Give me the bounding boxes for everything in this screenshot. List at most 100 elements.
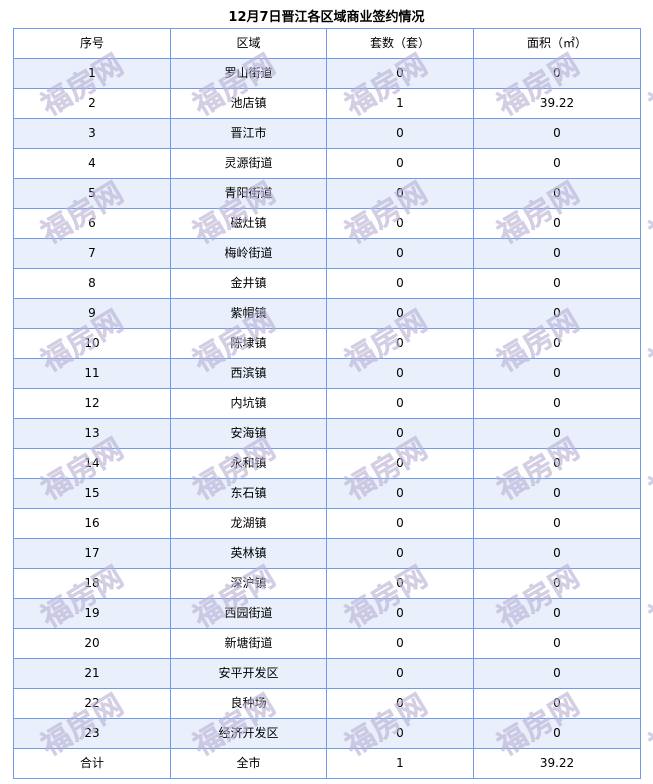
cell-sets: 1 [326, 88, 474, 119]
cell-size: 0 [473, 478, 641, 509]
cell-size: 0 [473, 298, 641, 329]
cell-area: 安平开发区 [170, 658, 327, 689]
cell-size: 0 [473, 538, 641, 569]
table-row: 6 磁灶镇 0 0 [13, 208, 641, 239]
table-row: 1 罗山街道 0 0 [13, 58, 641, 89]
total-cell-size: 39.22 [473, 748, 641, 779]
cell-index: 17 [13, 538, 171, 569]
cell-area: 西园街道 [170, 598, 327, 629]
cell-size: 0 [473, 718, 641, 749]
table-row: 23 经济开发区 0 0 [13, 718, 641, 749]
table-row: 3 晋江市 0 0 [13, 118, 641, 149]
table-row: 13 安海镇 0 0 [13, 418, 641, 449]
cell-index: 23 [13, 718, 171, 749]
cell-size: 0 [473, 208, 641, 239]
cell-size: 0 [473, 688, 641, 719]
cell-index: 4 [13, 148, 171, 179]
cell-index: 8 [13, 268, 171, 299]
cell-sets: 0 [326, 508, 474, 539]
total-cell-area: 全市 [170, 748, 327, 779]
table-row: 16 龙湖镇 0 0 [13, 508, 641, 539]
cell-area: 西滨镇 [170, 358, 327, 389]
cell-size: 0 [473, 268, 641, 299]
cell-sets: 0 [326, 718, 474, 749]
cell-area: 金井镇 [170, 268, 327, 299]
table-body: 1 罗山街道 0 0 2 池店镇 1 39.22 3 晋江市 0 0 4 灵源街道 0 0 5 青阳街道 0 0 6 磁灶… [13, 58, 641, 779]
column-header-index: 序号 [13, 28, 171, 59]
cell-size: 0 [473, 178, 641, 209]
cell-sets: 0 [326, 178, 474, 209]
table-header: 序号 区域 套数（套） 面积（㎡） [13, 28, 641, 59]
cell-sets: 0 [326, 238, 474, 269]
cell-index: 13 [13, 418, 171, 449]
watermark-text: 福房网 [643, 174, 653, 251]
cell-size: 0 [473, 328, 641, 359]
cell-index: 16 [13, 508, 171, 539]
table-row: 5 青阳街道 0 0 [13, 178, 641, 209]
table-row: 11 西滨镇 0 0 [13, 358, 641, 389]
column-header-sets: 套数（套） [326, 28, 474, 59]
cell-index: 20 [13, 628, 171, 659]
table-row: 4 灵源街道 0 0 [13, 148, 641, 179]
table-row: 7 梅岭街道 0 0 [13, 238, 641, 269]
table-total-row: 合计 全市 1 39.22 [13, 748, 641, 779]
watermark-text: 福房网 [643, 302, 653, 379]
cell-size: 0 [473, 238, 641, 269]
cell-size: 0 [473, 448, 641, 479]
cell-size: 0 [473, 58, 641, 89]
cell-index: 9 [13, 298, 171, 329]
cell-sets: 0 [326, 298, 474, 329]
cell-size: 0 [473, 118, 641, 149]
table-row: 15 东石镇 0 0 [13, 478, 641, 509]
cell-sets: 0 [326, 148, 474, 179]
cell-area: 梅岭街道 [170, 238, 327, 269]
watermark-text: 福房网 [643, 430, 653, 507]
cell-sets: 0 [326, 538, 474, 569]
cell-size: 0 [473, 148, 641, 179]
table-row: 17 英林镇 0 0 [13, 538, 641, 569]
cell-sets: 0 [326, 358, 474, 389]
cell-area: 罗山街道 [170, 58, 327, 89]
cell-index: 15 [13, 478, 171, 509]
cell-index: 10 [13, 328, 171, 359]
table-row: 18 深沪镇 0 0 [13, 568, 641, 599]
cell-area: 龙湖镇 [170, 508, 327, 539]
cell-index: 6 [13, 208, 171, 239]
cell-sets: 0 [326, 58, 474, 89]
column-header-area: 区域 [170, 28, 327, 59]
cell-area: 深沪镇 [170, 568, 327, 599]
table-row: 14 永和镇 0 0 [13, 448, 641, 479]
cell-index: 7 [13, 238, 171, 269]
cell-area: 池店镇 [170, 88, 327, 119]
cell-area: 经济开发区 [170, 718, 327, 749]
cell-area: 陈埭镇 [170, 328, 327, 359]
table-row: 19 西园街道 0 0 [13, 598, 641, 629]
cell-size: 39.22 [473, 88, 641, 119]
cell-area: 东石镇 [170, 478, 327, 509]
cell-size: 0 [473, 508, 641, 539]
cell-sets: 0 [326, 568, 474, 599]
total-cell-sets: 1 [326, 748, 474, 779]
cell-size: 0 [473, 628, 641, 659]
cell-sets: 0 [326, 118, 474, 149]
table-row: 9 紫帽镇 0 0 [13, 298, 641, 329]
watermark-text: 福房网 [643, 558, 653, 635]
cell-index: 14 [13, 448, 171, 479]
cell-sets: 0 [326, 268, 474, 299]
cell-index: 21 [13, 658, 171, 689]
table-row: 10 陈埭镇 0 0 [13, 328, 641, 359]
signing-summary-table: 序号 区域 套数（套） 面积（㎡） 1 罗山街道 0 0 2 池店镇 1 39.22 3 晋江市 0… [13, 28, 641, 779]
cell-sets: 0 [326, 388, 474, 419]
cell-area: 内坑镇 [170, 388, 327, 419]
cell-size: 0 [473, 418, 641, 449]
cell-index: 1 [13, 58, 171, 89]
cell-area: 良种场 [170, 688, 327, 719]
cell-index: 12 [13, 388, 171, 419]
table-row: 22 良种场 0 0 [13, 688, 641, 719]
cell-area: 安海镇 [170, 418, 327, 449]
cell-index: 5 [13, 178, 171, 209]
cell-sets: 0 [326, 448, 474, 479]
watermark-text: 福房网 [643, 686, 653, 763]
cell-area: 新塘街道 [170, 628, 327, 659]
cell-sets: 0 [326, 328, 474, 359]
